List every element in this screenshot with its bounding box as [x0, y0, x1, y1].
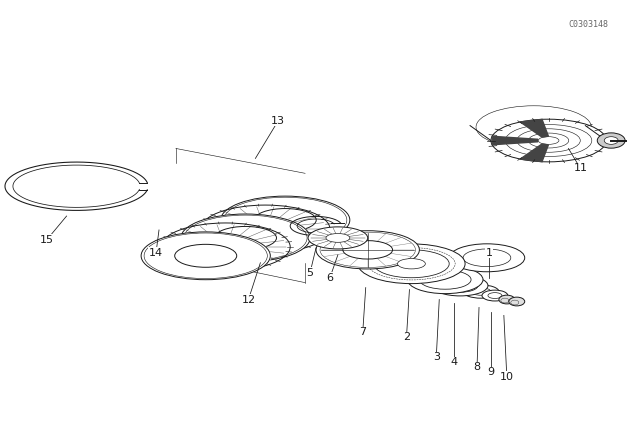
Text: 10: 10: [500, 372, 514, 382]
Ellipse shape: [597, 133, 625, 148]
Ellipse shape: [517, 129, 580, 152]
Ellipse shape: [509, 297, 525, 306]
Ellipse shape: [214, 226, 276, 250]
Ellipse shape: [604, 137, 618, 144]
Ellipse shape: [488, 293, 502, 298]
Ellipse shape: [200, 205, 331, 253]
Polygon shape: [520, 144, 548, 162]
Ellipse shape: [175, 244, 237, 267]
Ellipse shape: [442, 279, 478, 292]
Ellipse shape: [180, 214, 311, 262]
Text: 3: 3: [433, 352, 440, 362]
Text: 4: 4: [451, 357, 458, 367]
Ellipse shape: [234, 217, 296, 241]
Ellipse shape: [482, 290, 508, 301]
Text: 11: 11: [573, 164, 588, 173]
Ellipse shape: [140, 232, 271, 280]
Text: 5: 5: [307, 268, 314, 278]
Text: 2: 2: [403, 332, 410, 342]
Ellipse shape: [538, 137, 559, 144]
Ellipse shape: [141, 232, 270, 280]
Ellipse shape: [221, 196, 350, 244]
Ellipse shape: [181, 214, 310, 262]
Text: 6: 6: [326, 273, 333, 283]
Ellipse shape: [463, 249, 511, 267]
Ellipse shape: [529, 133, 569, 148]
Ellipse shape: [408, 266, 483, 293]
Text: 8: 8: [474, 362, 481, 372]
Polygon shape: [520, 119, 548, 137]
Ellipse shape: [308, 227, 368, 249]
Ellipse shape: [432, 276, 488, 296]
Text: 9: 9: [488, 367, 495, 377]
Ellipse shape: [195, 235, 257, 258]
Ellipse shape: [463, 285, 499, 298]
Ellipse shape: [499, 295, 515, 304]
Text: C0303148: C0303148: [568, 20, 609, 29]
Ellipse shape: [506, 125, 592, 156]
Ellipse shape: [316, 231, 419, 269]
Ellipse shape: [160, 223, 291, 271]
Text: 7: 7: [359, 327, 366, 337]
Ellipse shape: [491, 119, 606, 162]
Text: 1: 1: [486, 248, 492, 258]
Ellipse shape: [358, 244, 465, 284]
Ellipse shape: [220, 196, 351, 244]
Text: 15: 15: [40, 235, 54, 245]
Ellipse shape: [449, 244, 525, 272]
Text: 12: 12: [241, 294, 255, 305]
Ellipse shape: [397, 258, 426, 269]
Ellipse shape: [343, 241, 392, 259]
Ellipse shape: [476, 106, 591, 148]
Ellipse shape: [326, 233, 350, 242]
Text: 13: 13: [271, 116, 285, 125]
Text: 14: 14: [149, 248, 163, 258]
Ellipse shape: [471, 288, 491, 295]
Ellipse shape: [374, 250, 449, 278]
Ellipse shape: [254, 209, 316, 232]
Polygon shape: [492, 136, 538, 145]
Ellipse shape: [419, 270, 471, 289]
